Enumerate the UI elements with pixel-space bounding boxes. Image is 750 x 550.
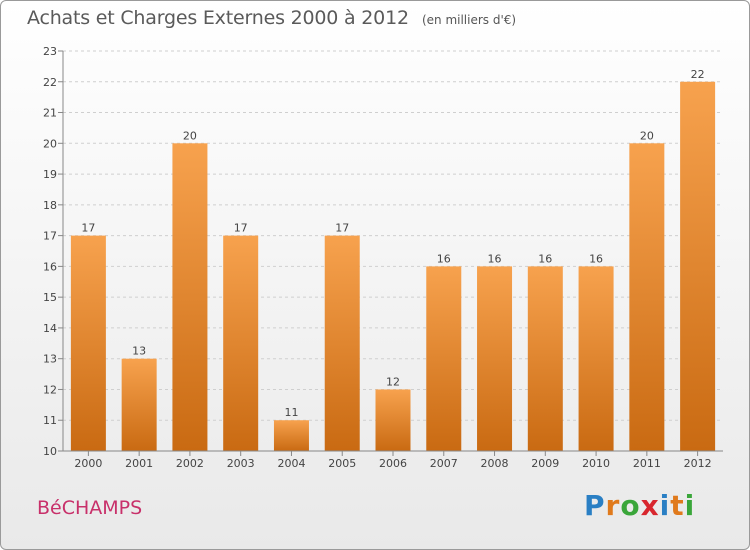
data-label-2007: 16 — [437, 252, 451, 265]
data-label-2011: 20 — [640, 129, 654, 142]
y-tick-label: 19 — [43, 168, 57, 181]
y-tick-label: 13 — [43, 353, 57, 366]
data-label-2002: 20 — [183, 129, 197, 142]
y-tick-label: 10 — [43, 445, 57, 458]
x-tick-label-2007: 2007 — [430, 457, 458, 470]
logo-letter: i — [684, 489, 696, 522]
chart-title: Achats et Charges Externes 2000 à 2012 — [27, 7, 409, 29]
logo-letter: P — [584, 489, 606, 522]
bar-2010 — [578, 266, 614, 451]
y-tick-label: 16 — [43, 260, 57, 273]
x-tick-label-2005: 2005 — [328, 457, 356, 470]
y-tick-label: 12 — [43, 383, 57, 396]
data-label-2012: 22 — [691, 68, 705, 81]
grid-lines — [63, 50, 723, 421]
x-tick-label-2002: 2002 — [176, 457, 204, 470]
logo-letter: t — [670, 489, 685, 522]
logo-letter: i — [659, 489, 671, 522]
title-row: Achats et Charges Externes 2000 à 2012 (… — [27, 7, 516, 29]
y-tick-label: 17 — [43, 230, 57, 243]
proxiti-logo: Proxiti — [584, 489, 695, 522]
logo-letter: x — [640, 489, 660, 522]
y-tick-label: 15 — [43, 291, 57, 304]
data-label-2006: 12 — [386, 375, 400, 388]
data-label-2004: 11 — [284, 406, 298, 419]
data-label-2008: 16 — [488, 252, 502, 265]
y-tick-label: 20 — [43, 137, 57, 150]
x-tick-label-2012: 2012 — [684, 457, 712, 470]
y-tick-label: 21 — [43, 107, 57, 120]
y-tick-label: 23 — [43, 45, 57, 58]
bar-2012 — [680, 81, 716, 452]
logo-letter: o — [620, 489, 641, 522]
y-tick-label: 14 — [43, 322, 57, 335]
bar-2001 — [121, 358, 157, 451]
bar-2005 — [324, 235, 360, 451]
bar-2004 — [273, 420, 309, 451]
data-label-2005: 17 — [335, 222, 349, 235]
bars — [70, 81, 716, 452]
x-tick-label-2010: 2010 — [582, 457, 610, 470]
logo-letter: r — [605, 489, 621, 522]
axes — [58, 50, 723, 456]
data-label-2009: 16 — [538, 252, 552, 265]
bar-2006 — [375, 389, 411, 451]
y-tick-label: 22 — [43, 76, 57, 89]
bar-2000 — [70, 235, 106, 451]
x-tick-label-2003: 2003 — [227, 457, 255, 470]
x-tick-label-2000: 2000 — [74, 457, 102, 470]
labels: 10 11 12 13 14 15 16 17 18 19 20 21 22 23 17 2000 13 2001… — [43, 45, 712, 470]
bar-2011 — [629, 143, 665, 452]
x-tick-label-2009: 2009 — [531, 457, 559, 470]
data-label-2003: 17 — [234, 222, 248, 235]
x-tick-label-2006: 2006 — [379, 457, 407, 470]
x-tick-label-2004: 2004 — [277, 457, 305, 470]
bar-2008 — [477, 266, 513, 451]
y-tick-label: 11 — [43, 414, 57, 427]
x-tick-label-2001: 2001 — [125, 457, 153, 470]
bar-2009 — [527, 266, 563, 451]
x-tick-label-2008: 2008 — [481, 457, 509, 470]
bar-2003 — [223, 235, 259, 451]
bar-2007 — [426, 266, 462, 451]
y-tick-label: 18 — [43, 199, 57, 212]
data-label-2001: 13 — [132, 345, 146, 358]
chart-subtitle: (en milliers d'€) — [421, 13, 517, 27]
x-tick-label-2011: 2011 — [633, 457, 661, 470]
data-label-2000: 17 — [81, 222, 95, 235]
commune-name: BéCHAMPS — [37, 497, 143, 519]
data-label-2010: 16 — [589, 252, 603, 265]
bar-2002 — [172, 143, 208, 452]
